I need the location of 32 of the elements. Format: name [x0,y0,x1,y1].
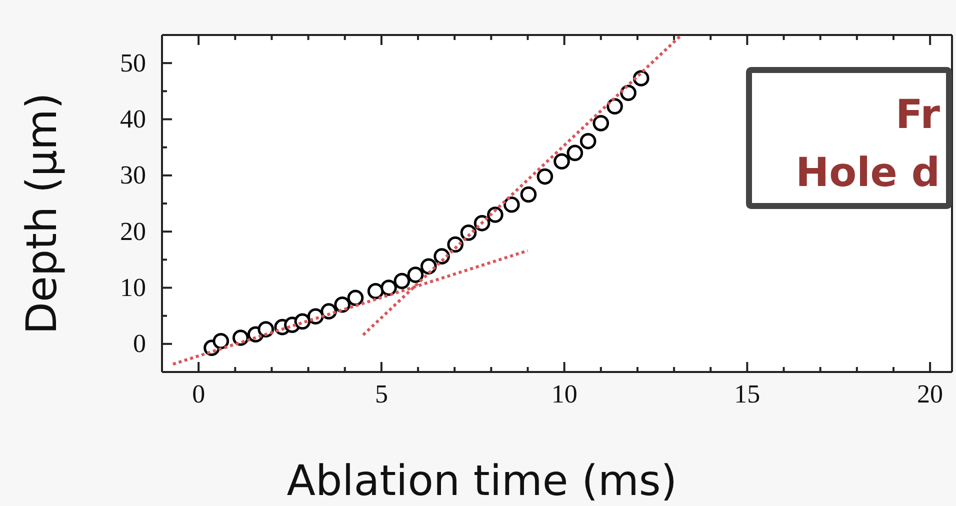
y-tick-label: 40 [120,104,146,134]
point [334,296,350,313]
point [407,266,424,283]
y-tick-label: 0 [133,329,146,358]
point [580,133,596,150]
y-tick-label: 20 [120,216,146,246]
x-tick-label: 0 [192,379,206,408]
x-tick-label: 5 [374,379,388,408]
x-tick-label: 20 [917,379,944,408]
point [380,280,397,296]
point [554,153,570,170]
point [212,332,230,350]
point [566,144,584,162]
point [620,84,636,101]
point [520,186,537,203]
annotation: Fr [896,92,940,138]
point [536,168,554,185]
x-axis-title: Ablation time (ms) [286,456,678,505]
point [394,272,410,290]
x-tick-label: 15 [734,379,760,408]
y-tick-label: 10 [120,273,146,302]
x-tick-label: 10 [551,379,578,408]
point [592,115,610,132]
point [347,290,364,306]
point [232,330,249,346]
point [367,282,384,300]
point [503,196,520,213]
point [606,98,623,114]
y-axis-title: Depth (μm) [17,92,66,334]
y-tick-label: 50 [120,48,146,78]
annotation: Hole d [796,150,940,196]
y-tick-label: 30 [120,160,146,190]
